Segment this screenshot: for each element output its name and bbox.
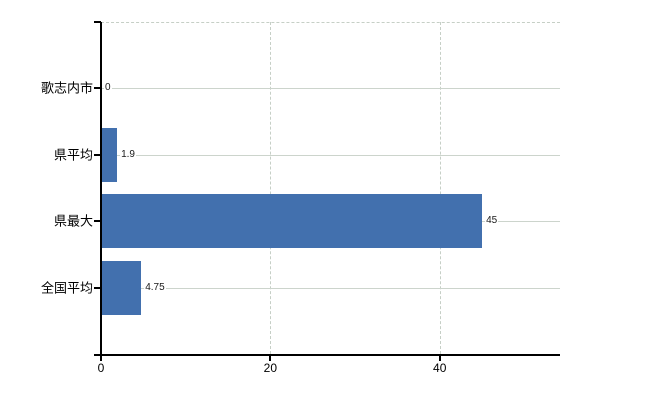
horizontal-gridline — [101, 88, 560, 90]
category-label: 歌志内市 — [40, 80, 93, 96]
y-axis-top-tick — [94, 21, 101, 23]
x-axis-line — [94, 354, 560, 356]
y-axis-tick — [94, 87, 101, 90]
x-tick-label: 40 — [433, 361, 447, 375]
vertical-gridline — [270, 22, 272, 354]
category-label: 全国平均 — [40, 280, 93, 296]
horizontal-gridline — [101, 154, 560, 156]
y-axis-tick — [94, 286, 101, 289]
x-axis-tick — [100, 356, 102, 361]
category-label: 県平均 — [53, 147, 93, 163]
bar — [101, 127, 118, 182]
y-axis-tick — [94, 220, 101, 223]
horizontal-gridline — [101, 287, 560, 289]
x-axis-tick — [438, 356, 441, 361]
bar-value-label: 0 — [104, 82, 112, 95]
vertical-gridline — [439, 22, 441, 354]
category-label: 県最大 — [53, 213, 93, 229]
bar-value-label: 4.75 — [144, 281, 166, 294]
y-axis-line — [100, 22, 102, 354]
plot-top-gridline — [101, 22, 560, 23]
bar-value-label: 1.9 — [120, 148, 136, 161]
x-tick-label: 20 — [263, 361, 278, 375]
bar — [101, 260, 142, 315]
x-axis-tick — [269, 356, 272, 361]
x-tick-label: 0 — [97, 361, 105, 375]
y-axis-tick — [94, 153, 101, 156]
bar-value-label: 45 — [485, 215, 499, 228]
bar — [101, 194, 483, 249]
